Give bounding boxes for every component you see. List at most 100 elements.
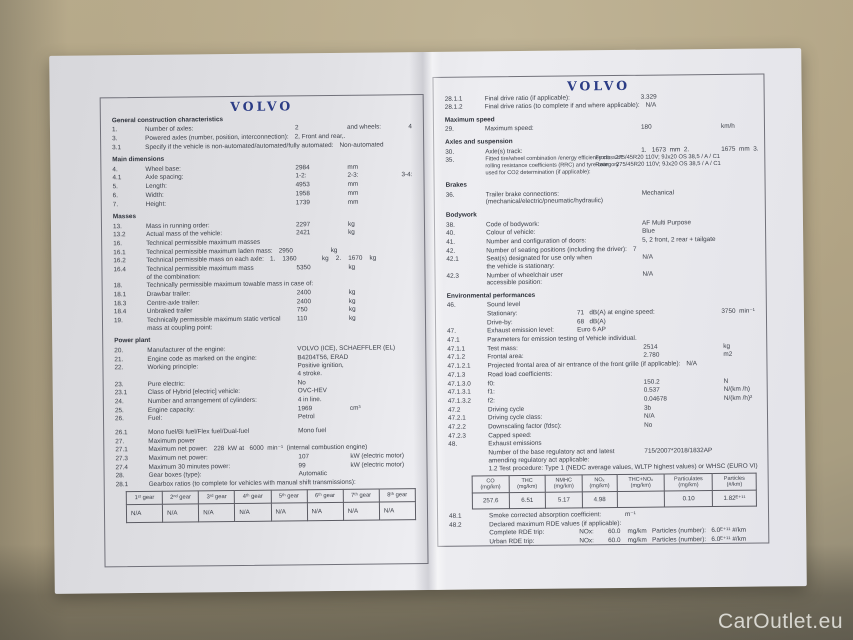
row-label: Number and configuration of doors: bbox=[486, 237, 587, 246]
row-unit: kg bbox=[348, 263, 356, 271]
row-value: 2297 bbox=[295, 220, 311, 229]
row-unit: kg bbox=[348, 229, 355, 237]
row-unit: kW (electric motor) bbox=[350, 452, 405, 460]
table-value-cell: N/A bbox=[343, 502, 380, 521]
row-label: Sound level bbox=[486, 301, 521, 309]
table-header-cell: THC (mg/km) bbox=[508, 475, 546, 493]
row-label: Road load coefficients: bbox=[487, 370, 553, 379]
row-number: 26. bbox=[114, 415, 124, 423]
row-value: 1-2: bbox=[295, 172, 307, 180]
table-header-cell: 7ᵗʰ gear bbox=[343, 488, 380, 503]
left-page: VOLVO General construction characteristi… bbox=[99, 94, 429, 568]
row-value: 2.780 bbox=[643, 352, 660, 360]
row-unit: mm bbox=[347, 180, 359, 188]
row-value: No bbox=[297, 378, 306, 386]
row-number: 1. bbox=[111, 126, 118, 134]
volvo-logo-left: VOLVO bbox=[230, 98, 294, 115]
row-number: 6. bbox=[112, 192, 119, 200]
exhaust-emissions-table: CO (mg/km) THC (mg/km) NMHC (mg/km) NOₓ (mg… bbox=[449, 472, 757, 510]
row-label: Driving cycle bbox=[487, 405, 525, 413]
row-number: 47.1.1 bbox=[447, 345, 466, 353]
row-label: Maximum 30 minutes power: bbox=[148, 462, 231, 471]
row-number: 40. bbox=[446, 229, 456, 237]
table-value-row: 257.6 6.51 5.17 4.98 0.10 1.82ᴱ⁺¹¹ bbox=[472, 490, 757, 510]
row-label: Number and arrangement of cylinders: bbox=[147, 396, 257, 405]
row-label: Manufacturer of the engine: bbox=[147, 346, 226, 354]
row-number: 29. bbox=[444, 126, 454, 134]
row-number: 27.1 bbox=[115, 446, 128, 454]
row-number: 42. bbox=[446, 247, 456, 255]
row-value: 180 bbox=[640, 124, 652, 132]
spec-row: 7. Height: 1739 mm bbox=[113, 198, 413, 209]
row-value: N/A bbox=[645, 101, 657, 109]
row-unit: N/(km /h) bbox=[723, 385, 751, 394]
row-label: Length: bbox=[145, 182, 167, 191]
row-unit: kg bbox=[348, 314, 356, 322]
right-page-spec-rows-top: 28.1.1 Final drive ratio (if applicable):… bbox=[444, 92, 759, 473]
row-value: VOLVO (ICE), SCHAEFFLER (EL) bbox=[297, 344, 396, 353]
row-unit: 1675 mm 3. bbox=[721, 145, 759, 153]
row-value: 2400 bbox=[296, 289, 311, 297]
row-label: Seat(s) designated for use only when the… bbox=[486, 254, 592, 271]
row-value: 2984 bbox=[295, 163, 310, 172]
table-header-cell: THC+NOₓ (mg/km) bbox=[616, 473, 665, 492]
table-value-cell: N/A bbox=[379, 501, 416, 521]
row-label: Code of bodywork: bbox=[485, 220, 540, 228]
row-label: Maximum net power: bbox=[148, 445, 208, 454]
row-label: Gear boxes (type): bbox=[148, 471, 202, 480]
row-value: Positive ignition, 4 stroke. bbox=[297, 362, 344, 378]
row-value: N/A bbox=[642, 270, 654, 278]
table-value-cell: N/A bbox=[198, 503, 235, 522]
row-unit: kg bbox=[330, 246, 338, 254]
row-value: B4204T56, ERAD bbox=[297, 353, 349, 361]
row-label: Engine code as marked on the engine: bbox=[147, 354, 257, 363]
row-unit: mm bbox=[347, 163, 359, 171]
row-value: m⁻¹ bbox=[607, 510, 636, 519]
row-label: Gearbox ratios (to complete for vehicles… bbox=[148, 478, 356, 488]
table-value-cell: 0.10 bbox=[664, 490, 713, 508]
row-number: 28.1.2 bbox=[444, 103, 463, 112]
table-value-cell: 257.6 bbox=[472, 492, 510, 510]
table-value-cell: N/A bbox=[162, 503, 199, 523]
table-header-cell: NMHC (mg/km) bbox=[545, 474, 583, 493]
row-number: 48. bbox=[448, 441, 458, 449]
right-page-spec-rows-bottom: 48.1 Smoke corrected absorption coefficie… bbox=[449, 510, 757, 547]
row-label: Parameters for emission testing of Vehic… bbox=[487, 334, 637, 344]
spec-row: Number of the base regulatory act and la… bbox=[448, 447, 756, 465]
row-unit: 2-3: bbox=[347, 172, 359, 180]
row-label: Technically permissible maximum static v… bbox=[146, 315, 281, 332]
table-value-cell bbox=[617, 491, 665, 508]
row-label: Wheel base: bbox=[145, 165, 181, 173]
row-label: Actual mass of the vehicle: bbox=[146, 230, 223, 239]
row-unit: mm bbox=[347, 198, 359, 206]
row-number: 4. bbox=[112, 165, 118, 174]
row-value: 715/2007*2018/1832AP bbox=[644, 447, 713, 455]
row-label: Technical permissible mass on each axle: bbox=[146, 256, 264, 265]
row-value: 99 bbox=[298, 461, 306, 470]
row-value: 2421 bbox=[296, 229, 311, 237]
row-value: Blue bbox=[642, 227, 655, 235]
row-number: 27.3 bbox=[115, 455, 128, 463]
row-label: Powered axles (number, position, interco… bbox=[145, 133, 289, 142]
row-value: 4953 bbox=[295, 181, 310, 189]
table-value-cell: N/A bbox=[270, 502, 308, 522]
row-number: 16.2 bbox=[113, 257, 126, 265]
row-label: Trailer brake connections: (mechanical/e… bbox=[485, 190, 604, 206]
spec-row: 3.1 Specify if the vehicle is non-automat… bbox=[112, 141, 412, 152]
row-value: 0.537 bbox=[643, 386, 660, 394]
row-number: 19. bbox=[113, 317, 123, 325]
table-header-cell: Particles (#/km) bbox=[712, 472, 757, 491]
spec-row: 42.3 Number of wheelchair user accessible… bbox=[446, 269, 754, 287]
row-number: 23. bbox=[114, 380, 124, 388]
left-page-body: VOLVO General construction characteristi… bbox=[101, 95, 427, 523]
row-label: Number of axles: bbox=[144, 125, 194, 134]
row-far-value: 3750 min⁻¹ bbox=[721, 307, 755, 315]
row-label: f0: bbox=[487, 379, 495, 387]
spec-row: 42.1 Seat(s) designated for use only when… bbox=[446, 253, 754, 271]
row-number: 16.1 bbox=[113, 248, 126, 257]
row-label: Test mass: bbox=[487, 344, 518, 353]
row-value: Non-automated bbox=[339, 141, 384, 149]
row-number: 47.2 bbox=[447, 406, 461, 414]
row-number: 28. bbox=[115, 472, 125, 480]
spec-row: 16.4 Technical permissible maximum mass o… bbox=[113, 263, 413, 281]
